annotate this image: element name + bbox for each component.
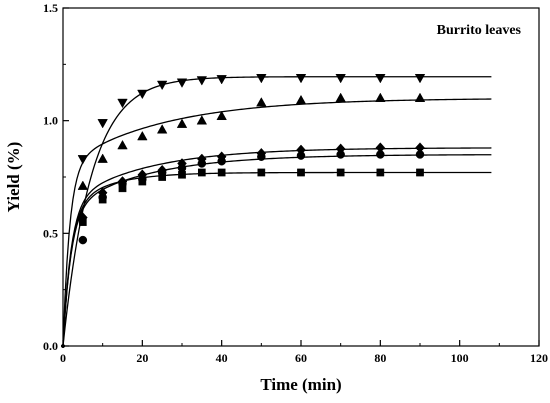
x-tick-label: 20 <box>136 351 148 365</box>
data-point-square <box>78 218 87 226</box>
data-point-triangle-up <box>97 153 108 163</box>
data-point-triangle-down <box>414 74 426 84</box>
y-tick-labels: 0.0 0.5 1.0 1.5 <box>43 1 58 353</box>
y-tick-label: 0.0 <box>43 339 58 353</box>
fit-line-diamond <box>62 147 492 347</box>
data-point-triangle-up <box>196 115 208 125</box>
data-point-triangle-down <box>335 74 346 84</box>
data-point-square <box>178 170 186 179</box>
data-point-triangle-up <box>137 130 148 141</box>
data-point-square <box>297 168 305 177</box>
data-point-square <box>416 168 424 177</box>
x-tick-label: 100 <box>451 351 469 365</box>
fit-line-triangle-up <box>62 98 492 347</box>
x-tick-label: 0 <box>60 351 66 365</box>
data-point-circle <box>78 235 88 245</box>
data-point-triangle-up <box>375 92 386 102</box>
fit-line-circle <box>62 154 492 347</box>
chart-annotation: Burrito leaves <box>437 23 522 38</box>
data-point-square <box>118 184 127 193</box>
data-point-triangle-down <box>295 74 307 84</box>
y-tick-label: 0.5 <box>43 226 58 240</box>
data-point-triangle-down <box>196 76 208 86</box>
data-point-triangle-down <box>117 98 128 109</box>
x-tick-label: 120 <box>530 351 548 365</box>
data-point-triangle-up <box>216 110 227 121</box>
data-point-square <box>336 168 345 177</box>
data-point-circle <box>296 151 306 160</box>
data-point-triangle-down <box>375 74 386 84</box>
data-point-triangle-up <box>176 118 188 128</box>
data-point-triangle-down <box>216 75 227 85</box>
data-point-circle <box>415 150 425 159</box>
data-point-square <box>217 168 226 177</box>
data-point-circle <box>197 159 207 168</box>
x-axis-title: Time (min) <box>260 375 341 394</box>
data-point-square <box>376 168 385 177</box>
x-tick-label: 40 <box>216 351 228 365</box>
data-point-triangle-down <box>77 155 89 165</box>
series-fit-lines <box>62 76 492 347</box>
x-tick-label: 80 <box>374 351 386 365</box>
data-point-triangle-down <box>97 119 108 129</box>
data-point-triangle-up <box>295 94 307 105</box>
data-point-triangle-up <box>117 139 128 150</box>
x-tick-labels: 0 20 40 60 80 100 120 <box>60 351 548 365</box>
data-point-triangle-up <box>256 97 267 107</box>
data-point-circle <box>177 163 187 173</box>
data-point-triangle-up <box>335 92 346 102</box>
data-point-circle <box>376 150 385 159</box>
data-point-triangle-down <box>256 74 267 84</box>
data-point-square <box>158 173 167 181</box>
data-point-circle <box>217 156 226 166</box>
data-point-triangle-up <box>156 124 168 134</box>
axis-ticks <box>62 7 540 347</box>
data-point-triangle-down <box>176 78 188 88</box>
data-point-triangle-down <box>156 80 168 91</box>
data-point-triangle-down <box>137 89 148 100</box>
y-tick-label: 1.5 <box>43 1 58 15</box>
y-axis-title: Yield (%) <box>4 142 23 213</box>
fit-line-square <box>62 171 492 347</box>
x-tick-label: 60 <box>295 351 307 365</box>
y-tick-label: 1.0 <box>43 114 58 128</box>
data-point-square <box>257 168 266 177</box>
fit-line-triangle-down <box>62 76 492 347</box>
data-point-triangle-up <box>77 180 89 190</box>
data-point-circle <box>336 150 345 159</box>
data-point-circle <box>257 152 266 161</box>
data-point-triangle-up <box>414 92 426 102</box>
series-markers <box>61 74 426 348</box>
data-point-square <box>98 195 107 204</box>
data-point-square <box>138 177 147 186</box>
data-point-square <box>197 168 206 177</box>
